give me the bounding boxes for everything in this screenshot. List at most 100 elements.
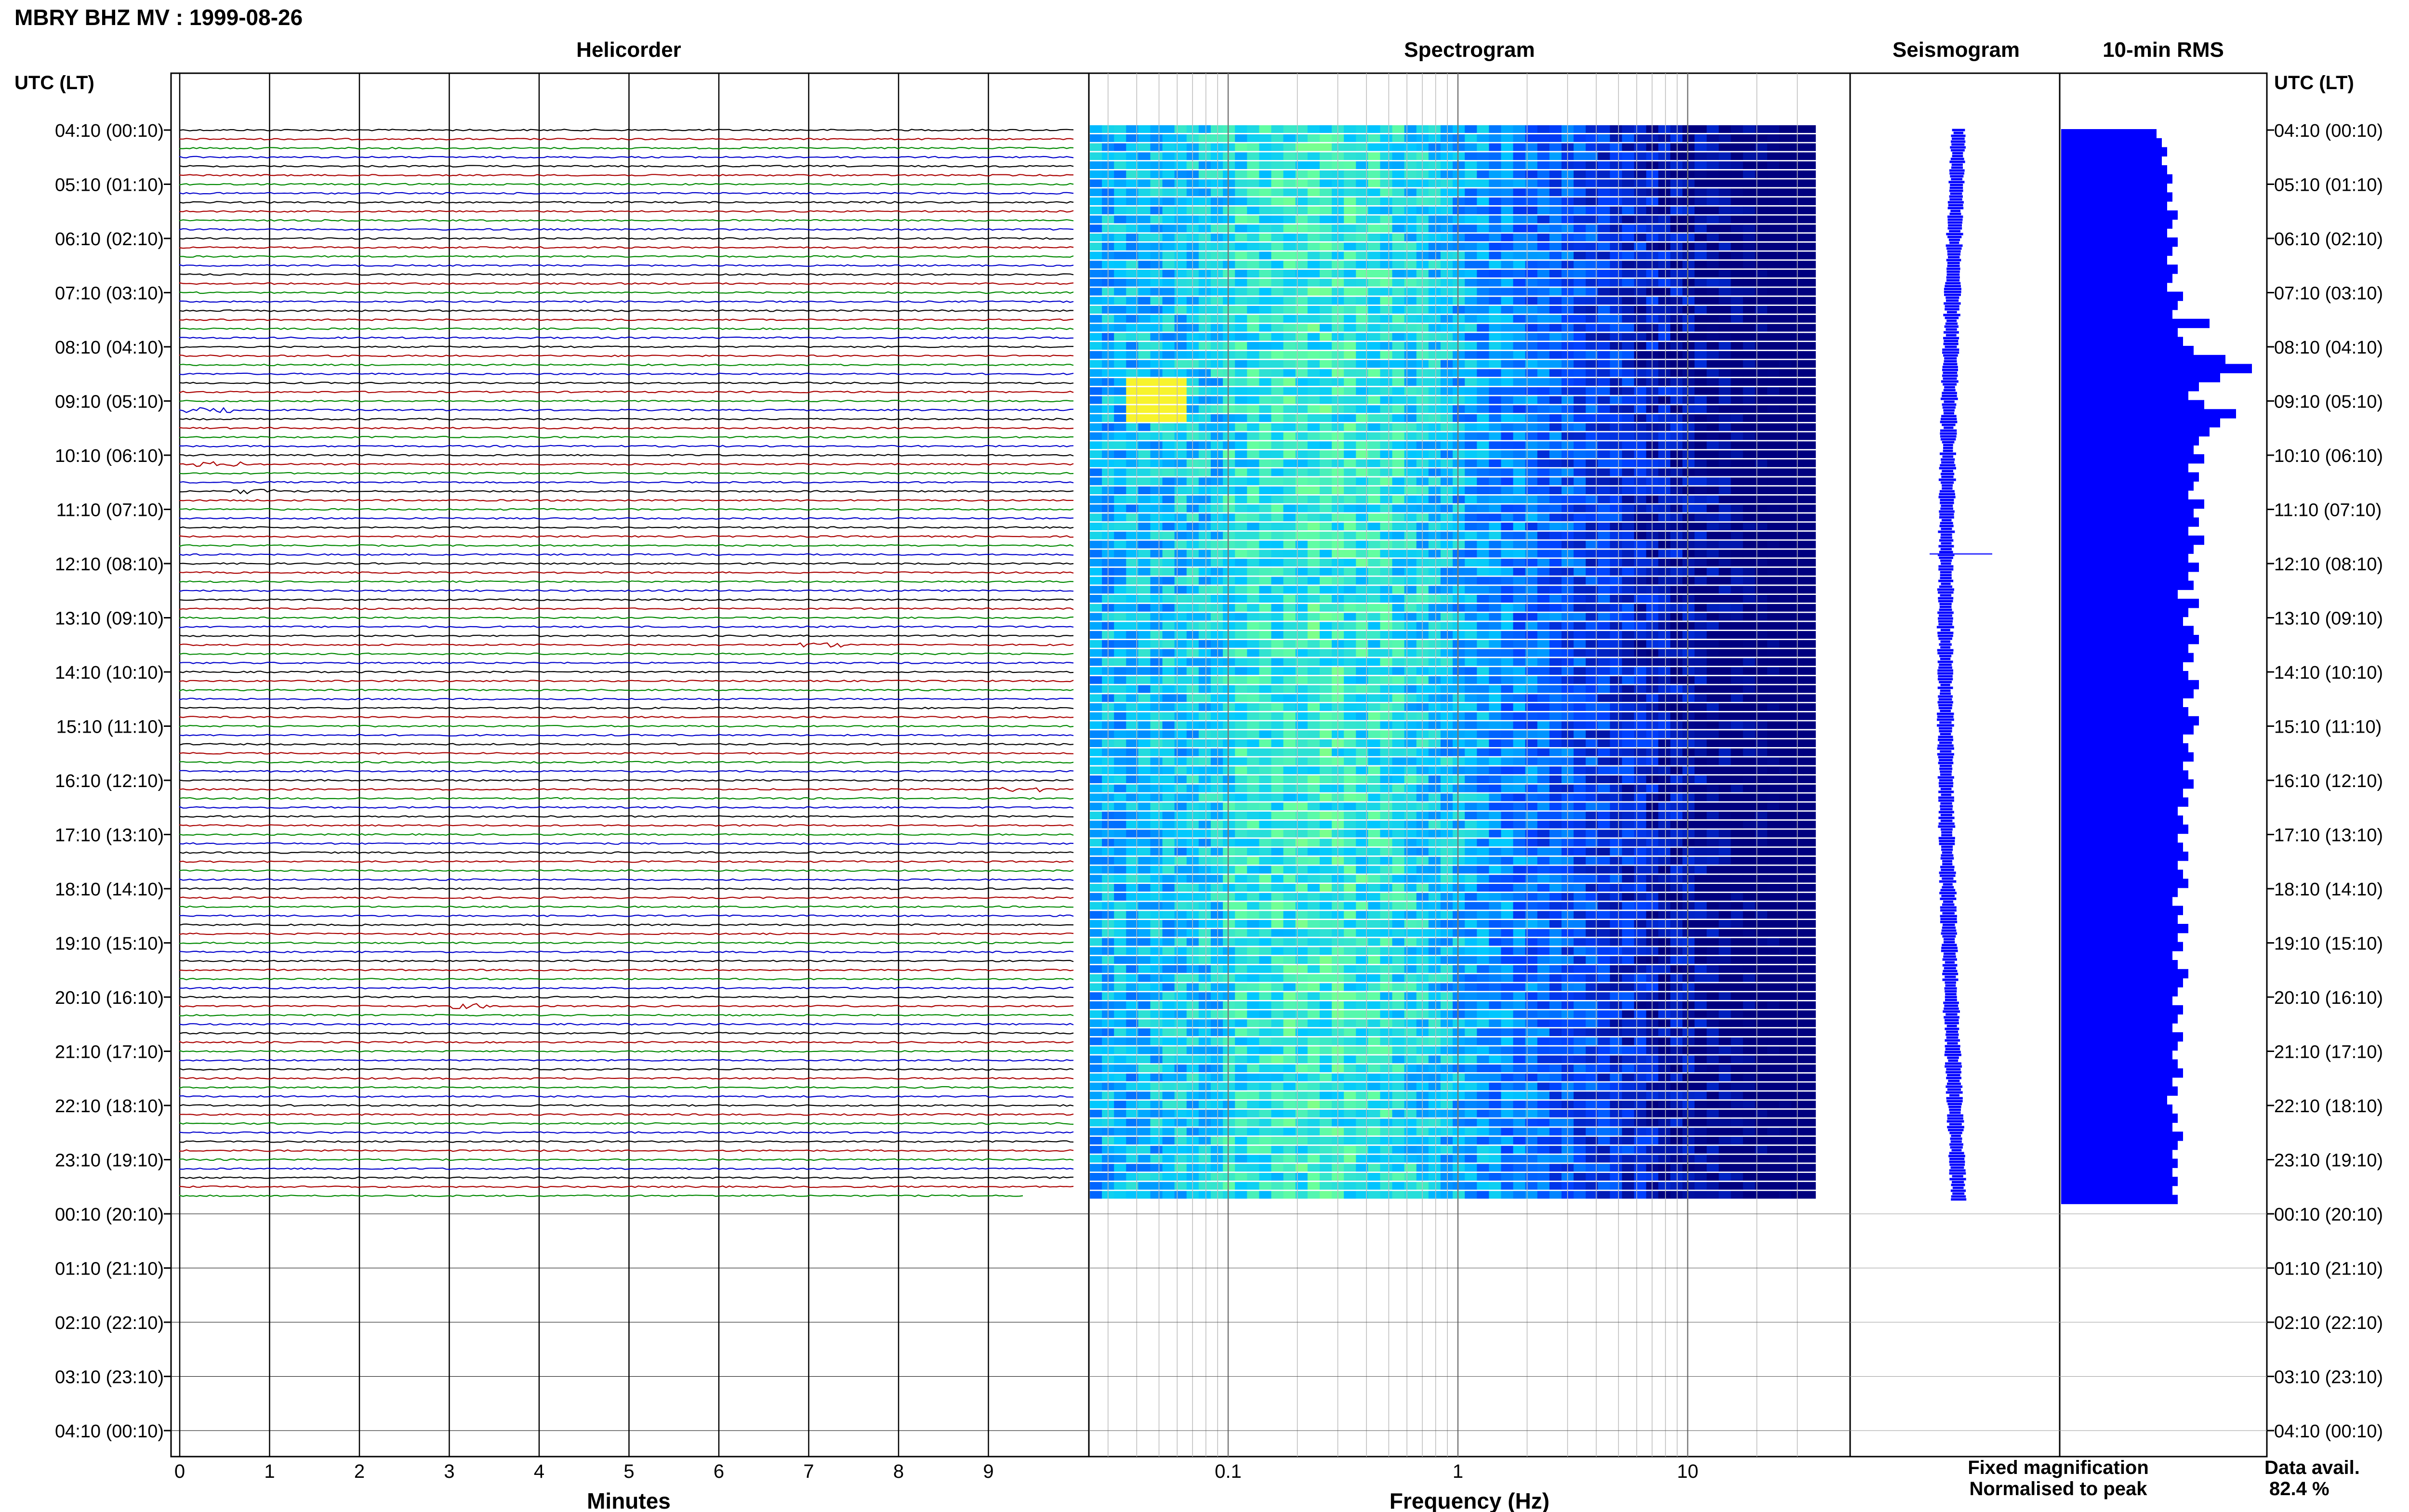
spectrogram-cell xyxy=(1477,278,1489,287)
spectrogram-cell xyxy=(1174,495,1187,503)
spectrogram-cell xyxy=(1247,125,1259,133)
spectrogram-cell xyxy=(1392,776,1405,783)
spectrogram-cell xyxy=(1803,513,1816,522)
spectrogram-cell xyxy=(1368,414,1381,422)
spectrogram-cell xyxy=(1259,559,1272,566)
spectrogram-cell xyxy=(1235,288,1247,296)
spectrogram-cell xyxy=(1658,550,1671,558)
spectrogram-cell xyxy=(1392,504,1405,513)
spectrogram-cell xyxy=(1428,432,1441,440)
spectrogram-cell xyxy=(1513,278,1526,287)
spectrogram-cell xyxy=(1694,540,1707,549)
spectrogram-cell xyxy=(1743,513,1756,522)
spectrogram-cell xyxy=(1320,676,1332,684)
spectrogram-cell xyxy=(1465,820,1477,828)
spectrogram-cell xyxy=(1586,567,1598,576)
spectrogram-cell xyxy=(1743,396,1756,404)
spectrogram-cell xyxy=(1767,712,1780,720)
spectrogram-cell xyxy=(1755,224,1768,233)
spectrogram-cell xyxy=(1114,649,1126,657)
spectrogram-cell xyxy=(1537,802,1550,811)
spectrogram-cell xyxy=(1441,649,1453,657)
helicorder-trace xyxy=(179,761,1074,764)
spectrogram-cell xyxy=(1610,297,1623,305)
spectrogram-cell xyxy=(1537,161,1550,169)
spectrogram-cell xyxy=(1465,622,1477,630)
spectrogram-cell xyxy=(1441,495,1453,503)
spectrogram-cell xyxy=(1525,784,1538,792)
spectrogram-cell xyxy=(1198,848,1211,855)
spectrogram-cell xyxy=(1453,748,1465,756)
spectrogram-cell xyxy=(1707,820,1719,828)
spectrogram-cell xyxy=(1670,179,1683,187)
spectrogram-cell xyxy=(1223,820,1235,828)
spectrogram-cell xyxy=(1549,270,1562,277)
spectrogram-cell xyxy=(1380,513,1393,522)
spectrogram-cell xyxy=(1598,369,1610,377)
spectrogram-cell xyxy=(1368,739,1381,747)
spectrogram-cell xyxy=(1598,748,1610,756)
spectrogram-cell xyxy=(1694,251,1707,260)
spectrogram-cell xyxy=(1162,649,1175,657)
spectrogram-cell xyxy=(1235,595,1247,603)
spectrogram-cell xyxy=(1634,396,1647,404)
spectrogram-cell xyxy=(1211,631,1223,639)
spectrogram-cell xyxy=(1719,342,1732,350)
spectrogram-cell xyxy=(1150,730,1163,738)
spectrogram-cell xyxy=(1707,559,1719,566)
spectrogram-cell xyxy=(1368,477,1381,486)
spectrogram-cell xyxy=(1489,143,1502,151)
spectrogram-cell xyxy=(1138,297,1151,305)
spectrogram-cell xyxy=(1392,234,1405,241)
spectrogram-cell xyxy=(1767,640,1780,648)
spectrogram-cell xyxy=(1441,242,1453,250)
spectrogram-cell xyxy=(1803,649,1816,657)
spectrogram-cell xyxy=(1477,730,1489,738)
spectrogram-cell xyxy=(1441,577,1453,585)
spectrogram-cell xyxy=(1767,459,1780,467)
spectrogram-cell xyxy=(1174,278,1187,287)
spectrogram-cell xyxy=(1586,125,1598,133)
spectrogram-cell xyxy=(1247,468,1259,476)
spectrogram-cell xyxy=(1259,224,1272,233)
spectrogram-cell xyxy=(1598,640,1610,648)
spectrogram-cell xyxy=(1283,567,1296,576)
spectrogram-cell xyxy=(1404,495,1417,503)
spectrogram-cell xyxy=(1150,342,1163,350)
spectrogram-cell xyxy=(1174,468,1187,476)
helicorder-trace xyxy=(179,887,1074,890)
spectrogram-cell xyxy=(1162,224,1175,233)
spectrogram-cell xyxy=(1694,739,1707,747)
spectrogram-cell xyxy=(1162,251,1175,260)
spectrogram-cell xyxy=(1211,387,1223,395)
spectrogram-cell xyxy=(1574,459,1586,467)
spectrogram-cell xyxy=(1610,414,1623,422)
spectrogram-cell xyxy=(1198,820,1211,828)
spectrogram-cell xyxy=(1271,802,1284,811)
spectrogram-cell xyxy=(1271,423,1284,431)
spectrogram-cell xyxy=(1320,784,1332,792)
spectrogram-cell xyxy=(1658,297,1671,305)
spectrogram-cell xyxy=(1682,143,1695,151)
spectrogram-cell xyxy=(1162,622,1175,630)
spectrogram-cell xyxy=(1453,595,1465,603)
spectrogram-cell xyxy=(1259,387,1272,395)
spectrogram-cell xyxy=(1598,766,1610,775)
spectrogram-cell xyxy=(1344,405,1356,413)
spectrogram-cell xyxy=(1380,820,1393,828)
spectrogram-cell xyxy=(1634,360,1647,368)
spectrogram-cell xyxy=(1307,143,1320,151)
spectrogram-cell xyxy=(1392,486,1405,494)
spectrogram-cell xyxy=(1694,351,1707,359)
spectrogram-cell xyxy=(1150,468,1163,476)
spectrogram-cell xyxy=(1622,306,1635,314)
spectrogram-cell xyxy=(1682,504,1695,513)
spectrogram-cell xyxy=(1477,622,1489,630)
spectrogram-cell xyxy=(1235,324,1247,332)
spectrogram-cell xyxy=(1259,595,1272,603)
spectrogram-cell xyxy=(1489,206,1502,214)
spectrogram-cell xyxy=(1634,694,1647,702)
spectrogram-cell xyxy=(1586,342,1598,350)
spectrogram-cell xyxy=(1549,802,1562,811)
spectrogram-cell xyxy=(1223,351,1235,359)
